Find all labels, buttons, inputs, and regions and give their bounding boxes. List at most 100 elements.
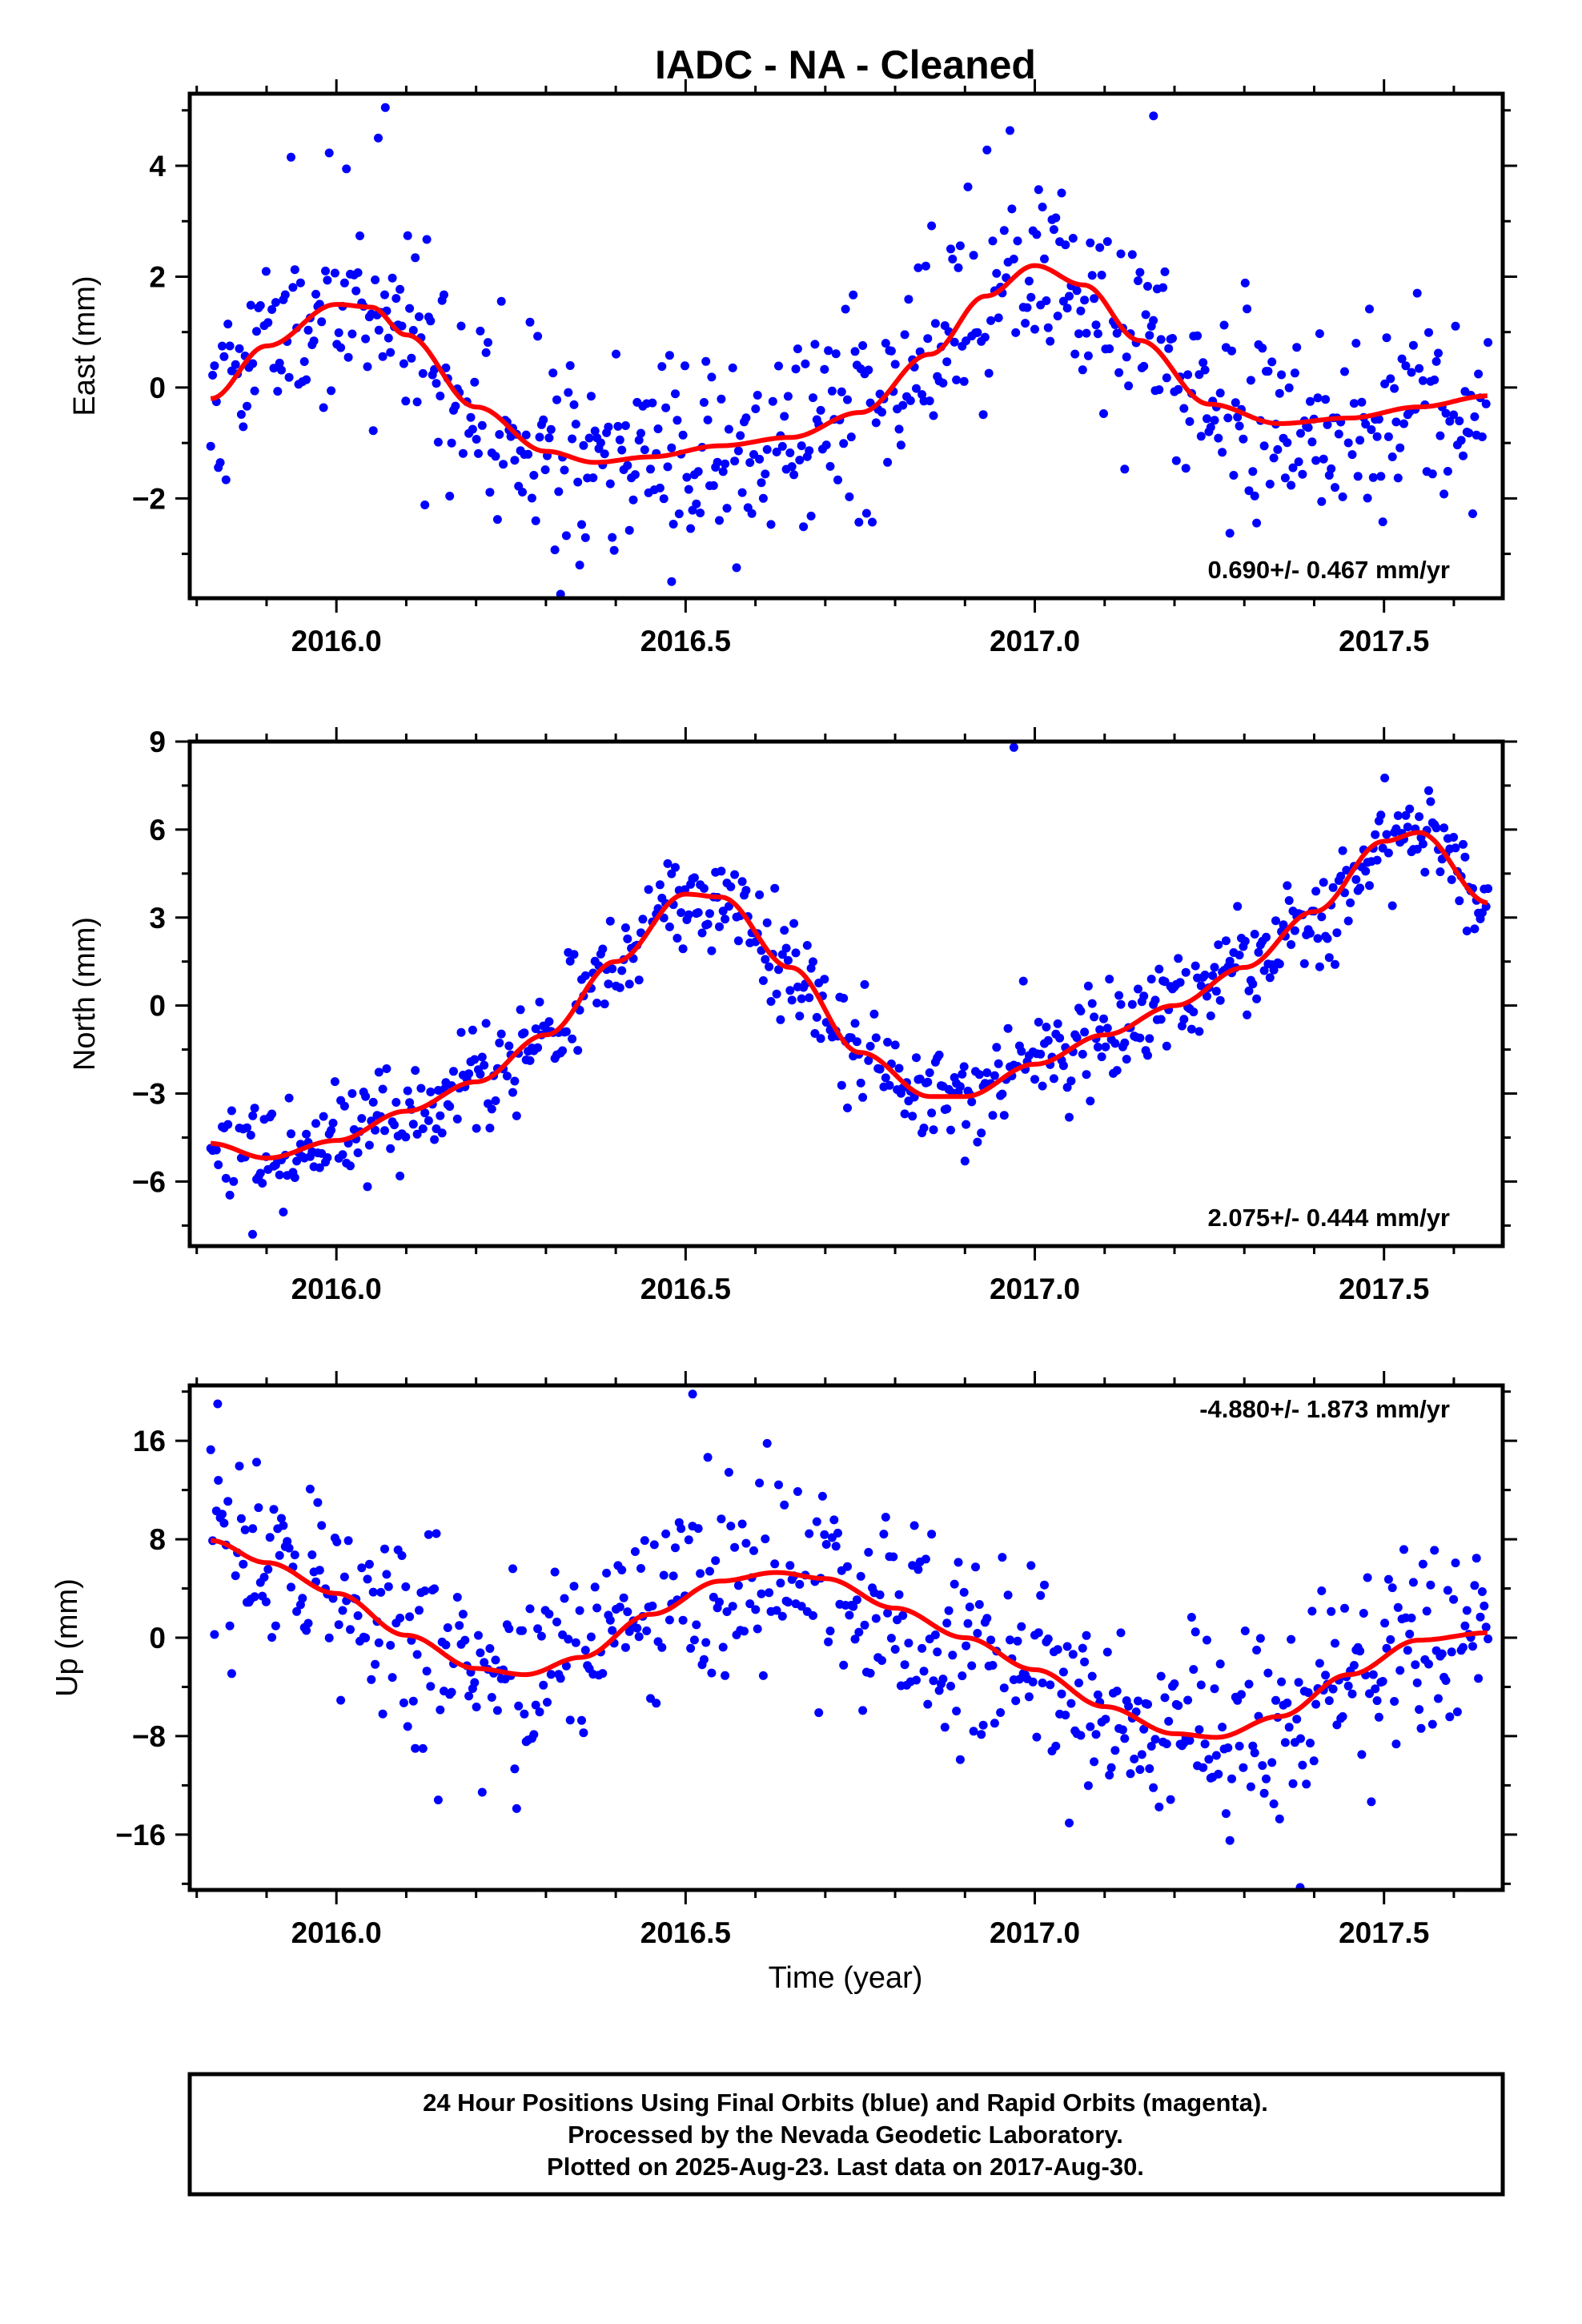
data-point (1090, 1757, 1099, 1767)
data-point (1265, 973, 1275, 983)
data-point (799, 522, 809, 532)
data-point (323, 275, 332, 285)
data-point (533, 1624, 543, 1634)
data-point (946, 1682, 955, 1691)
data-point (292, 1606, 302, 1616)
data-point (371, 275, 380, 284)
data-point (280, 290, 290, 300)
data-point (380, 290, 389, 300)
data-point (833, 475, 842, 485)
data-point (250, 386, 259, 396)
data-point (246, 300, 255, 310)
data-point (890, 1040, 900, 1050)
data-point (724, 1468, 733, 1477)
data-point (1434, 1694, 1443, 1703)
data-point (789, 470, 799, 480)
data-point (560, 465, 569, 475)
data-point (536, 1631, 546, 1641)
data-point (1003, 1023, 1013, 1033)
data-point (783, 955, 793, 965)
data-point (705, 909, 714, 919)
data-point (588, 473, 598, 483)
data-point (1120, 1038, 1130, 1047)
data-point (1255, 1634, 1265, 1643)
data-point (1093, 329, 1102, 339)
data-point (737, 1519, 747, 1529)
data-point (1269, 1799, 1279, 1808)
data-point (451, 401, 460, 411)
data-point (1102, 237, 1112, 247)
data-point (328, 1118, 338, 1128)
data-point (1340, 1603, 1349, 1613)
data-point (1376, 472, 1386, 481)
data-point (1214, 940, 1223, 950)
data-point (877, 408, 886, 417)
y-tick-label: 16 (133, 1425, 166, 1458)
data-point (396, 1614, 405, 1622)
data-point (619, 1593, 628, 1602)
data-point (871, 1033, 881, 1043)
data-point (1101, 1715, 1110, 1724)
data-point (722, 504, 732, 513)
data-point (283, 1537, 292, 1546)
data-point (1162, 1739, 1171, 1749)
data-point (758, 976, 768, 985)
data-point (1449, 1594, 1459, 1604)
data-point (765, 962, 774, 971)
data-point (1296, 1734, 1305, 1743)
data-point (1046, 336, 1055, 346)
data-point (761, 1534, 770, 1544)
data-point (1038, 1081, 1047, 1091)
data-point (1244, 1679, 1254, 1689)
data-point (820, 364, 829, 374)
data-point (1080, 1657, 1090, 1667)
data-point (615, 435, 624, 444)
data-point (339, 1101, 349, 1111)
data-point (1078, 1049, 1087, 1059)
data-point (1365, 304, 1374, 314)
data-point (896, 440, 905, 450)
data-point (1199, 358, 1208, 368)
data-point (741, 886, 751, 895)
data-point (674, 509, 684, 519)
data-point (535, 997, 544, 1007)
data-point (371, 1125, 380, 1135)
plot-frame (187, 1383, 1505, 1892)
data-point (569, 1582, 579, 1591)
data-point (258, 1179, 267, 1188)
data-point (1112, 328, 1122, 338)
data-point (1162, 373, 1171, 383)
data-point (539, 415, 548, 424)
data-point (516, 1005, 525, 1015)
data-point (311, 1119, 320, 1128)
data-point (565, 361, 575, 370)
data-point (833, 1528, 842, 1538)
data-point (1191, 1627, 1200, 1637)
data-point (709, 1592, 718, 1602)
data-point (1203, 1635, 1211, 1645)
data-point (665, 351, 674, 360)
data-point (1262, 932, 1271, 942)
data-point (1321, 1671, 1331, 1680)
data-point (525, 1604, 535, 1614)
data-point (717, 866, 726, 876)
data-point (477, 420, 487, 430)
data-point (810, 1029, 820, 1038)
data-point (1250, 1748, 1259, 1758)
data-point (1424, 786, 1433, 795)
data-point (1112, 1066, 1122, 1076)
data-point (1009, 255, 1018, 263)
data-point (1053, 1645, 1062, 1655)
data-point (275, 358, 284, 368)
data-point (1083, 351, 1093, 360)
data-point (1283, 881, 1292, 891)
data-point (1091, 1730, 1101, 1739)
data-point (449, 1067, 458, 1076)
data-point (1099, 409, 1108, 418)
data-point (436, 1111, 445, 1120)
data-point (646, 464, 655, 474)
data-point (955, 1082, 965, 1092)
data-point (432, 1529, 441, 1538)
data-point (561, 1661, 571, 1671)
